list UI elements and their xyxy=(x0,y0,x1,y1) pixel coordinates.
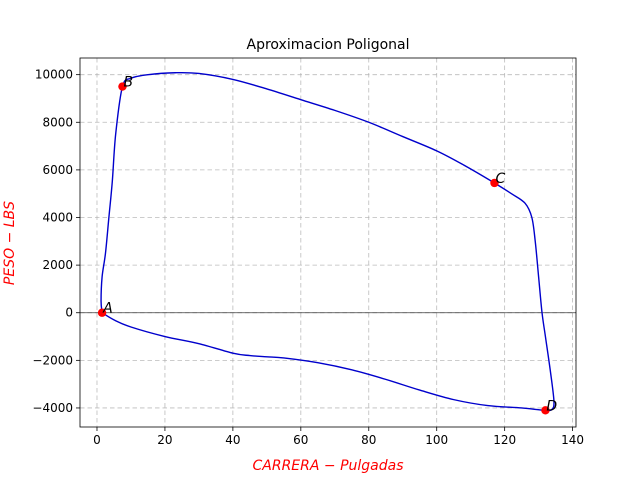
x-tick-label: 20 xyxy=(157,433,172,447)
point-label-a: A xyxy=(102,301,113,317)
y-tick-label: 6000 xyxy=(42,163,73,177)
point-label-b: B xyxy=(123,75,133,91)
chart-title: Aproximacion Poligonal xyxy=(247,37,410,53)
y-axis-label: PESO − LBS xyxy=(2,201,18,285)
y-tick-label: 4000 xyxy=(42,211,73,225)
y-tick-label: −2000 xyxy=(32,353,73,367)
x-tick-label: 100 xyxy=(425,433,448,447)
point-marker-d xyxy=(541,406,550,415)
x-tick-label: 0 xyxy=(93,433,101,447)
x-tick-label: 140 xyxy=(561,433,584,447)
point-label-c: C xyxy=(495,171,505,187)
point-marker-a xyxy=(97,308,107,317)
x-tick-label: 120 xyxy=(493,433,516,447)
y-tick-label: −4000 xyxy=(32,401,73,415)
points: A B C D xyxy=(97,75,557,415)
y-tick-label: 8000 xyxy=(42,115,73,129)
point-marker-c xyxy=(490,178,499,188)
x-tick-label: 40 xyxy=(225,433,240,447)
point-marker-b xyxy=(118,82,127,91)
x-tick-label: 60 xyxy=(293,433,308,447)
plot-frame xyxy=(79,57,577,428)
ticks: 0 20 40 60 80 100 120 140 −4000 −2000 0 2000 4000 600… xyxy=(32,68,584,447)
point-label-d: D xyxy=(546,398,557,414)
y-tick-label: 2000 xyxy=(42,258,73,272)
y-tick-label: 10000 xyxy=(35,68,73,82)
x-axis-label: CARRERA − Pulgadas xyxy=(252,458,403,474)
series-line xyxy=(100,71,555,412)
y-tick-label: 0 xyxy=(65,306,73,320)
x-tick-label: 80 xyxy=(361,433,376,447)
